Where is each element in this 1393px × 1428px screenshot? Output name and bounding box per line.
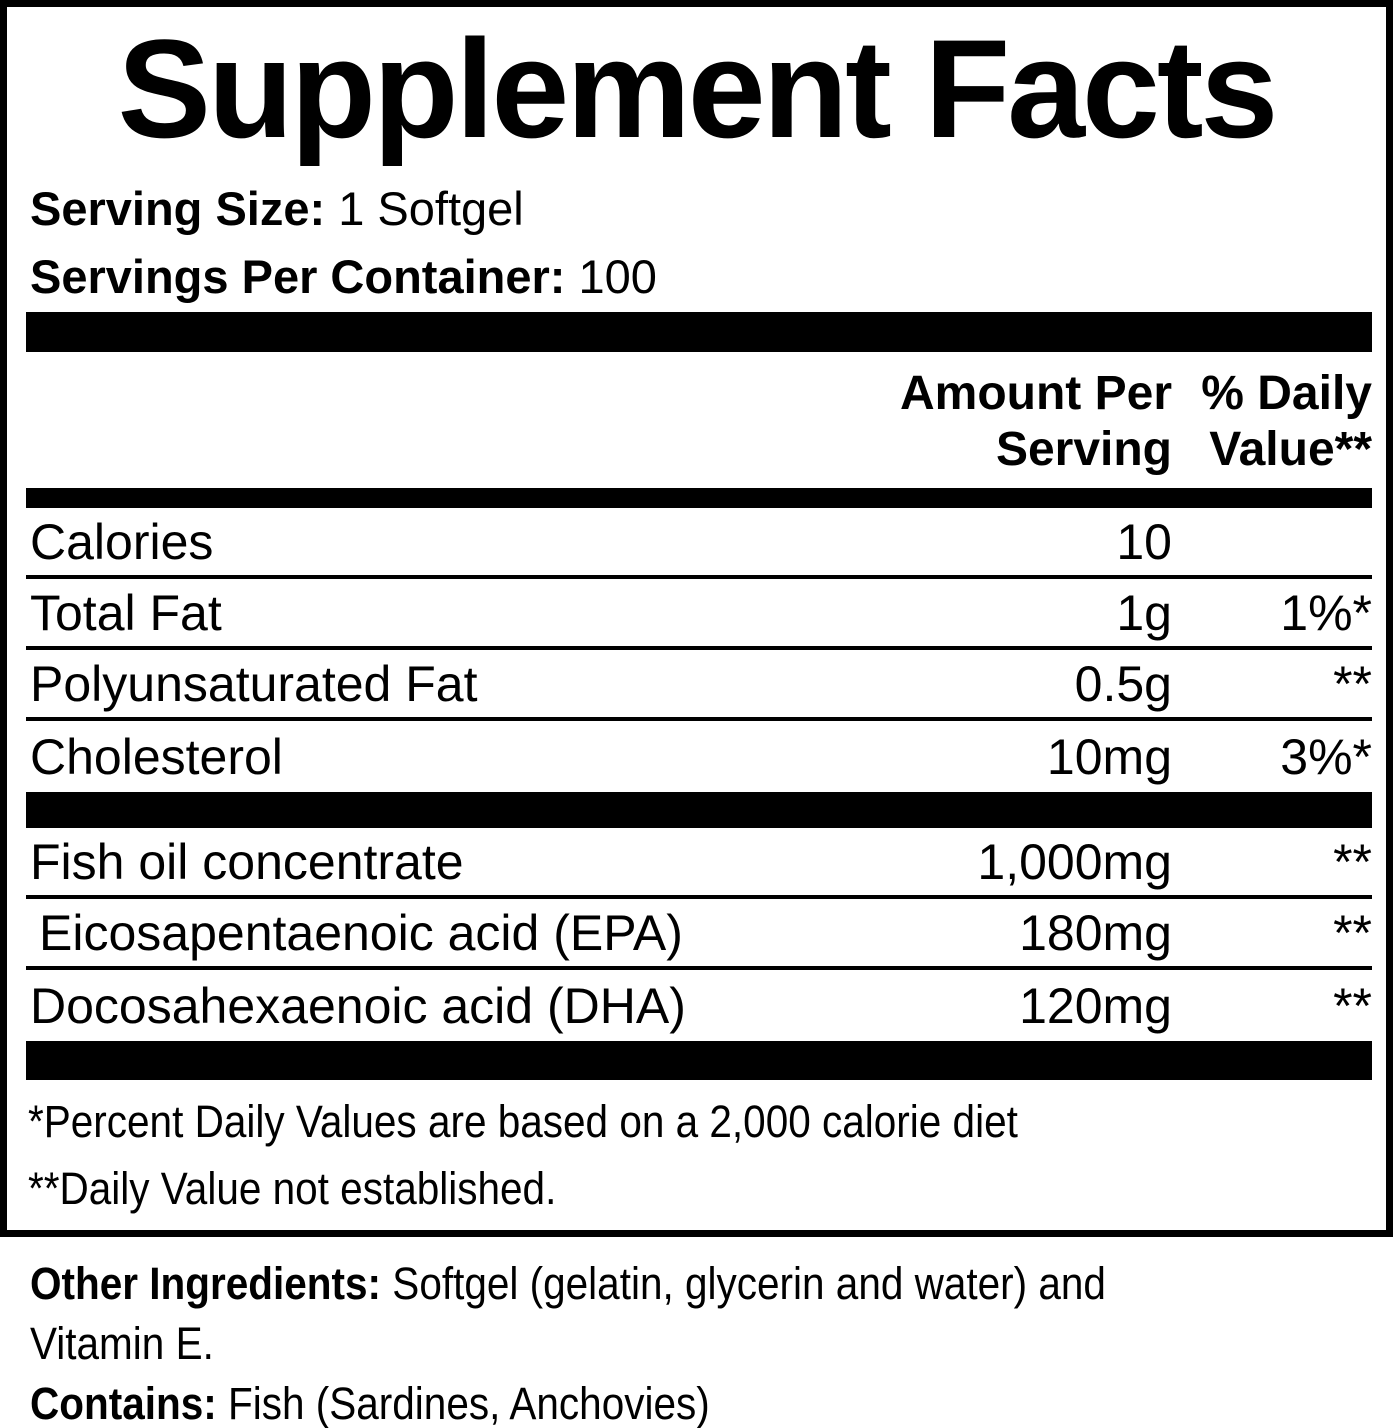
- nutrient-row: Calories 10: [26, 508, 1372, 579]
- nutrient-row: Cholesterol 10mg 3%*: [26, 721, 1372, 792]
- other-ingredients-value: Softgel (gelatin, glycerin and water) an…: [30, 1258, 1106, 1369]
- ingredient-row: Docosahexaenoic acid (DHA) 120mg **: [26, 970, 1372, 1041]
- other-ingredients-label: Other Ingredients:: [30, 1258, 382, 1309]
- below-panel-section: Other Ingredients: Softgel (gelatin, gly…: [30, 1254, 1363, 1428]
- ingredient-daily-value: **: [1333, 977, 1372, 1034]
- ingredient-amount: 120mg: [1019, 977, 1172, 1034]
- nutrient-amount: 10: [1116, 513, 1172, 570]
- servings-per-container-value: 100: [578, 250, 657, 303]
- nutrient-rows-group: Calories 10 Total Fat 1g 1%* Polyunsatur…: [26, 508, 1372, 792]
- servings-per-container-row: Servings Per Container: 100: [30, 253, 1372, 300]
- footnote-percent-daily-values: *Percent Daily Values are based on a 2,0…: [28, 1096, 1018, 1147]
- ingredient-daily-value: **: [1333, 904, 1372, 961]
- section-divider-bar: [26, 1041, 1372, 1080]
- column-headers-row: Amount Per Serving % Daily Value**: [26, 352, 1372, 488]
- panel-title: Supplement Facts: [117, 10, 1279, 167]
- nutrient-amount: 1g: [1116, 584, 1172, 641]
- serving-size-row: Serving Size: 1 Softgel: [30, 185, 1372, 232]
- nutrient-row: Total Fat 1g 1%*: [26, 579, 1372, 650]
- section-divider-bar: [26, 488, 1372, 508]
- nutrient-name: Polyunsaturated Fat: [30, 655, 478, 712]
- serving-size-label: Serving Size:: [30, 182, 326, 235]
- ingredient-rows-group: Fish oil concentrate 1,000mg ** Eicosape…: [26, 828, 1372, 1041]
- footnote-daily-value-not-established: **Daily Value not established.: [28, 1163, 557, 1215]
- nutrient-daily-value: 1%*: [1280, 584, 1372, 641]
- nutrient-daily-value: **: [1333, 655, 1372, 712]
- contains-label: Contains:: [30, 1378, 217, 1428]
- nutrient-name: Cholesterol: [30, 728, 283, 785]
- contains-text: Contains: Fish (Sardines, Anchovies): [30, 1374, 1218, 1428]
- servings-per-container-label: Servings Per Container:: [30, 250, 566, 303]
- nutrient-name: Calories: [30, 513, 214, 570]
- other-ingredients-text: Other Ingredients: Softgel (gelatin, gly…: [30, 1254, 1218, 1374]
- supplement-facts-panel: Supplement Facts Serving Size: 1 Softgel…: [0, 0, 1393, 1237]
- nutrient-amount: 10mg: [1046, 728, 1172, 785]
- nutrient-name: Total Fat: [30, 584, 222, 641]
- ingredient-name: Fish oil concentrate: [30, 833, 464, 890]
- section-divider-bar: [26, 792, 1372, 828]
- section-divider-bar: [26, 312, 1372, 352]
- facts-table: Amount Per Serving % Daily Value** Calor…: [26, 312, 1372, 1213]
- ingredient-row: Eicosapentaenoic acid (EPA) 180mg **: [26, 899, 1372, 970]
- ingredient-row: Fish oil concentrate 1,000mg **: [26, 828, 1372, 899]
- amount-per-serving-header: Amount Per Serving: [899, 367, 1172, 476]
- ingredient-name: Docosahexaenoic acid (DHA): [30, 977, 686, 1034]
- ingredient-daily-value: **: [1333, 833, 1372, 890]
- nutrient-amount: 0.5g: [1074, 655, 1172, 712]
- nutrient-daily-value: 3%*: [1280, 728, 1372, 785]
- serving-size-value: 1 Softgel: [338, 182, 524, 235]
- ingredient-name: Eicosapentaenoic acid (EPA): [39, 904, 683, 961]
- ingredient-amount: 1,000mg: [977, 833, 1172, 890]
- nutrient-row: Polyunsaturated Fat 0.5g **: [26, 650, 1372, 721]
- percent-daily-value-header: % Daily Value**: [1201, 367, 1372, 476]
- contains-value: Fish (Sardines, Anchovies): [228, 1378, 710, 1428]
- ingredient-amount: 180mg: [1019, 904, 1172, 961]
